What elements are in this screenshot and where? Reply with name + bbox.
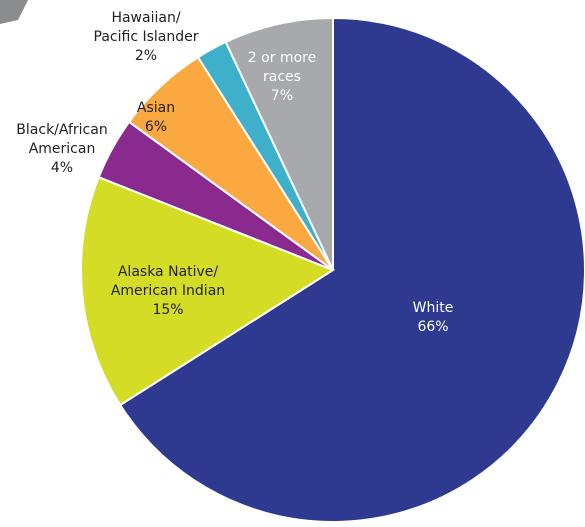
pie-slice (118, 16, 585, 523)
slice-label: 2 or more races (248, 50, 316, 85)
slice-label: White (413, 300, 454, 316)
slice-label: Asian (137, 100, 175, 116)
label-line: Asian (137, 100, 175, 116)
value-label: 15% (152, 302, 183, 318)
value-label: 4% (51, 160, 73, 176)
decoration (0, 0, 28, 24)
label-line: Alaska Native/ (118, 264, 219, 280)
label-line: American Indian (111, 283, 225, 299)
slice-label: Hawaiian/Pacific Islander (94, 10, 199, 45)
label-line: 2 or more (248, 50, 316, 66)
slice-label: Black/African American (16, 122, 107, 157)
slice-label: Alaska Native/American Indian (111, 264, 225, 299)
pie-slice (224, 16, 334, 271)
label-line: Hawaiian/ (111, 10, 180, 26)
value-label: 66% (417, 319, 448, 335)
label-line: Pacific Islander (94, 29, 199, 45)
value-label: 7% (271, 88, 293, 104)
pie-slice (80, 175, 336, 407)
label-line: races (263, 69, 301, 85)
label-line: American (29, 141, 96, 157)
value-label: 2% (135, 48, 157, 64)
label-line: Black/African (16, 122, 107, 138)
label-line: White (413, 300, 454, 316)
value-label: 6% (145, 119, 167, 135)
